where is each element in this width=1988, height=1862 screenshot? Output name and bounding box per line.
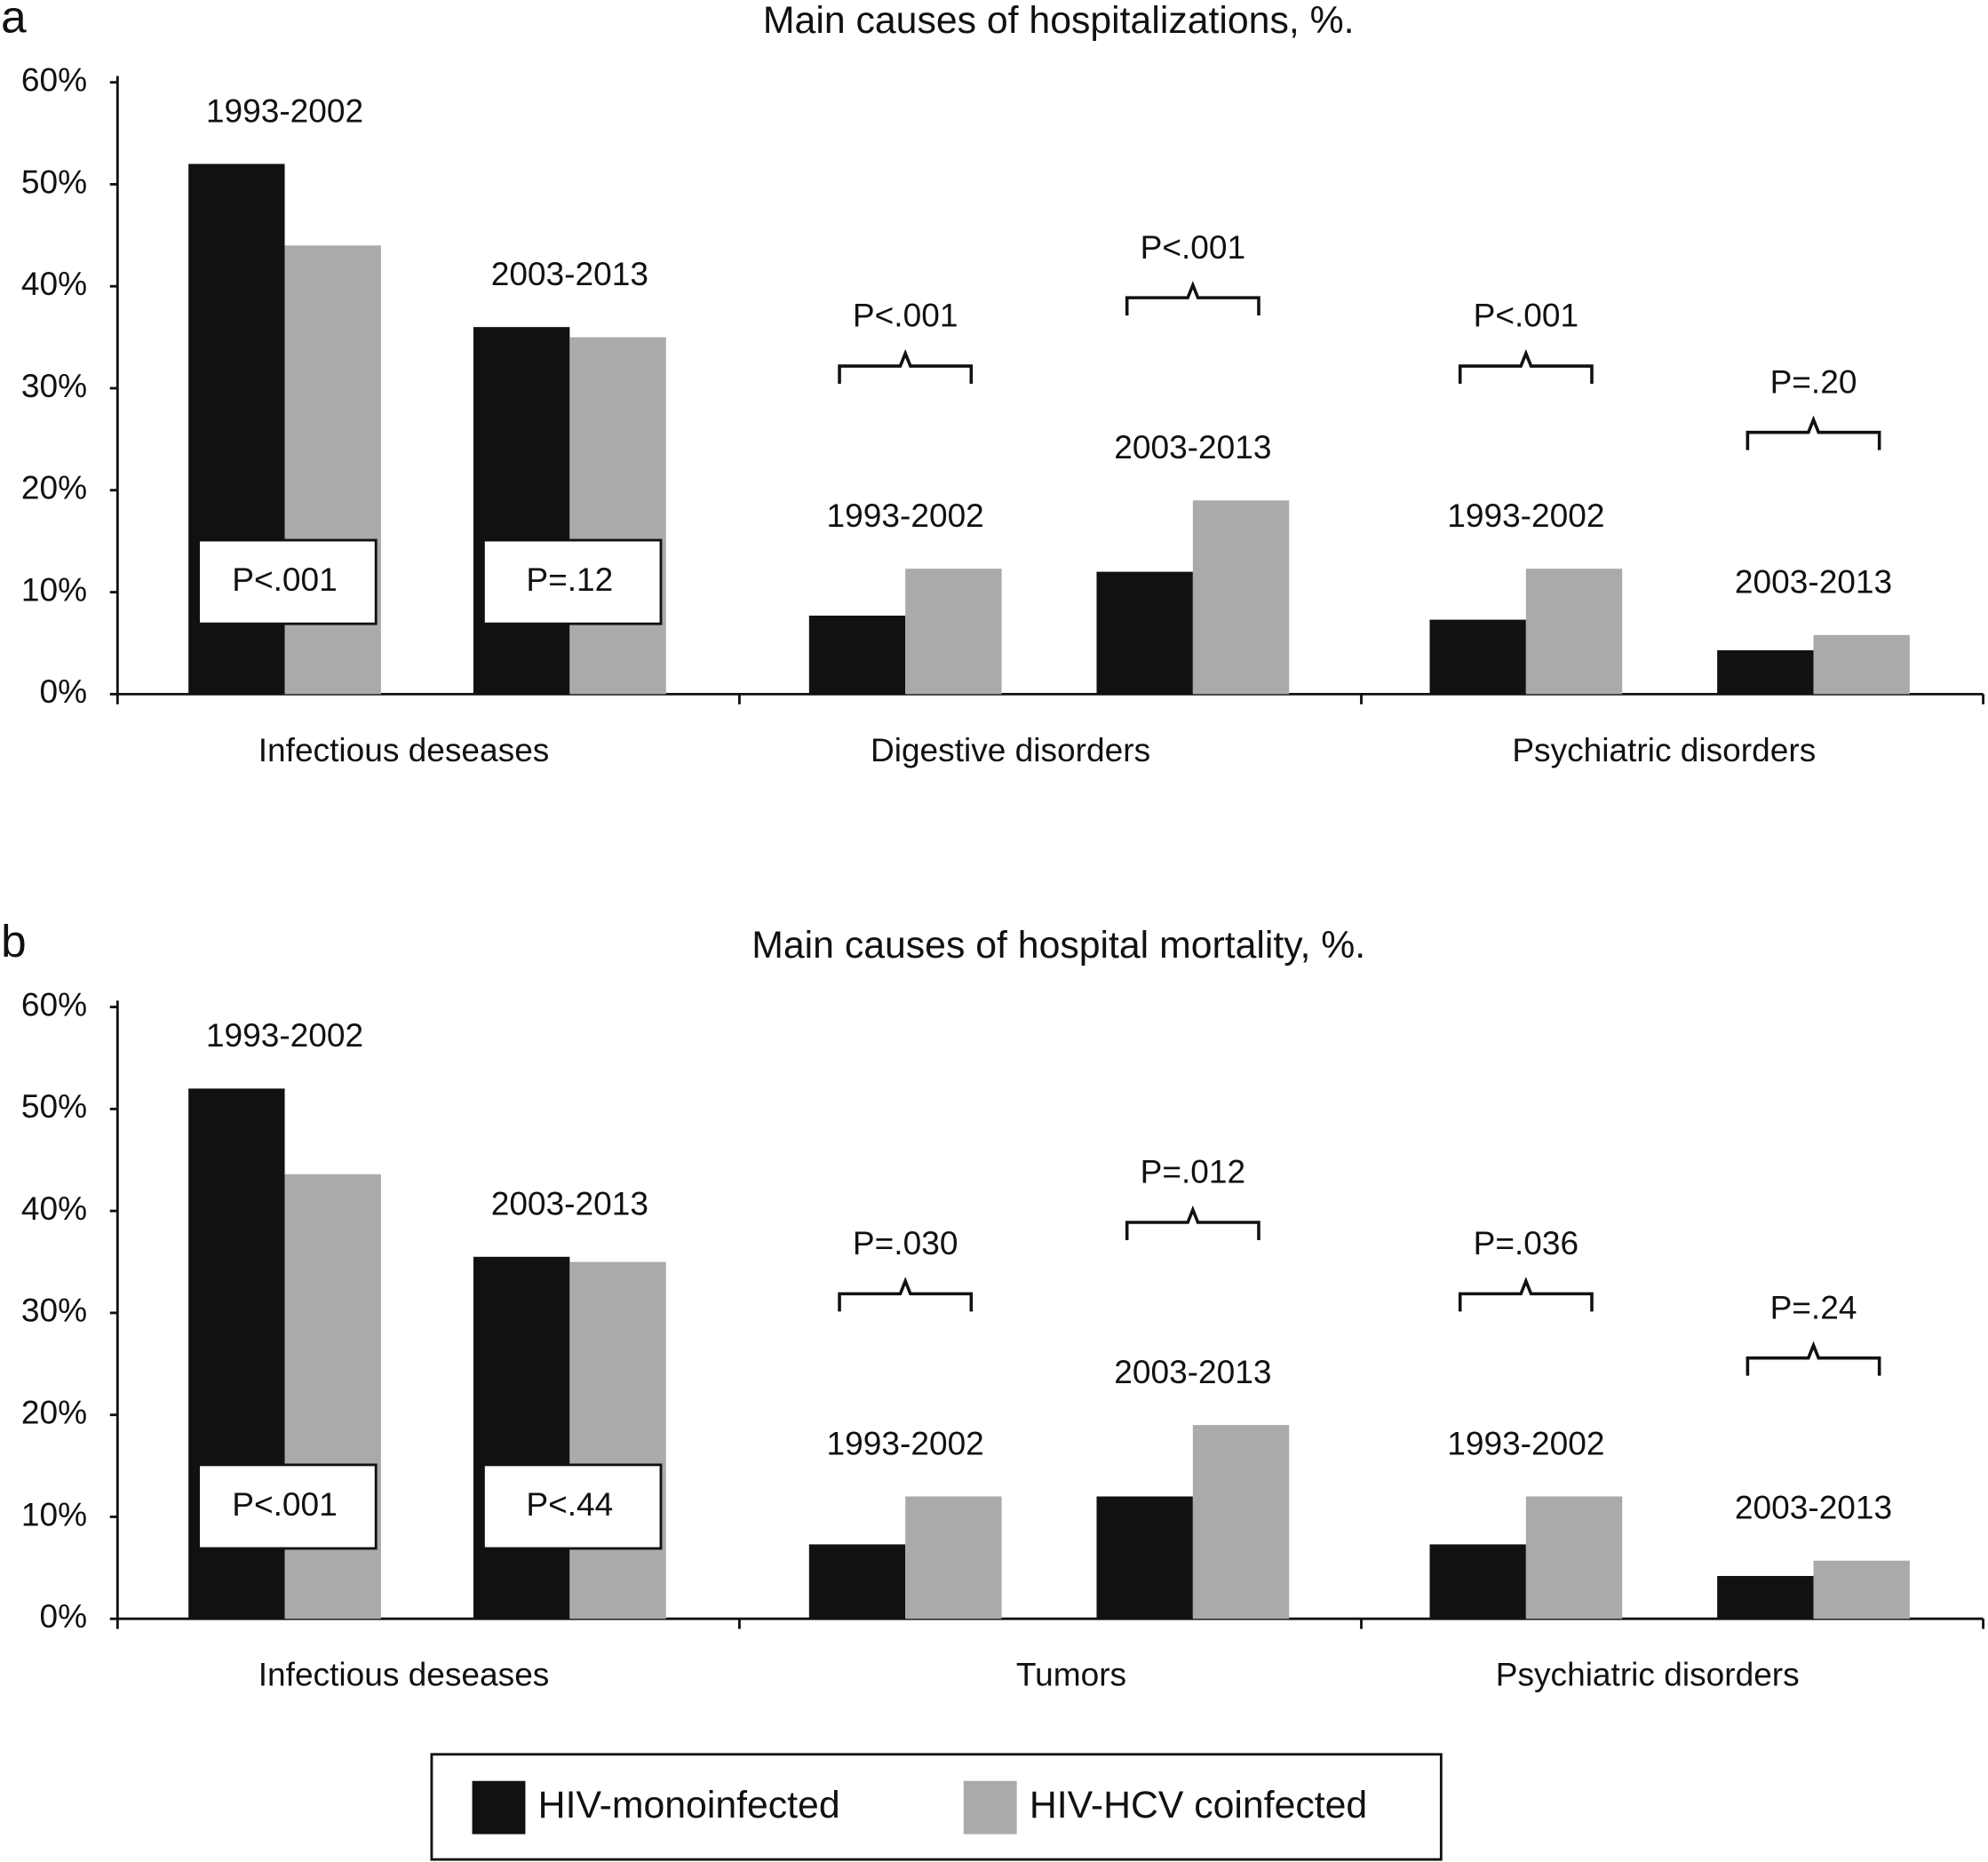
y-tick-label: 0% [40,1597,88,1635]
p-value-bracket [1458,348,1594,385]
p-value: P<.44 [526,1485,613,1523]
p-value: P=.036 [1474,1224,1579,1261]
panel-label: b [1,916,27,967]
y-tick-label: 0% [40,672,88,710]
y-tick-label: 10% [21,570,87,608]
period-label: 2003-2013 [1114,428,1271,466]
bar [808,615,906,695]
bar [1096,1496,1193,1619]
period-label: 1993-2002 [206,92,363,129]
p-value: P<.001 [853,297,958,334]
y-tick-label: 30% [21,367,87,404]
p-value-bracket [1125,1205,1260,1240]
p-value: P<.001 [1141,228,1246,266]
x-category-label: Psychiatric disorders [1496,1656,1800,1693]
p-value: P=.20 [1770,362,1857,400]
y-tick-label: 30% [21,1292,87,1329]
period-label: 1993-2002 [206,1016,363,1054]
bar [284,1174,381,1619]
period-label: 1993-2002 [1447,1424,1604,1461]
legend-swatch [472,1780,526,1834]
chart-title: Main causes of hospitalizations, %. [763,0,1355,42]
bar [808,1544,906,1619]
panel-label: a [1,0,27,42]
period-label: 2003-2013 [1735,1489,1892,1526]
legend-swatch [963,1780,1017,1834]
bar [284,245,381,695]
y-tick-label: 20% [21,469,87,506]
bar [1717,1576,1814,1619]
bar [905,1496,1002,1619]
bar [1813,1560,1910,1619]
bar [473,1256,570,1619]
y-tick-label: 60% [21,60,87,98]
bar [1525,1496,1623,1619]
y-tick-label: 50% [21,1087,87,1125]
period-label: 1993-2002 [827,1424,984,1461]
p-value: P=.24 [1770,1288,1857,1325]
x-category-label: Infectious deseases [258,731,550,768]
legend-label: HIV-monoinfected [538,1784,840,1826]
period-label: 2003-2013 [491,255,648,292]
p-value: P<.001 [232,1485,338,1523]
period-label: 1993-2002 [827,497,984,534]
p-value-box [481,538,663,625]
p-value: P<.001 [232,561,338,598]
bar [1717,650,1814,695]
p-value-box [481,1463,663,1550]
period-label: 2003-2013 [491,1185,648,1222]
x-category-label: Tumors [1016,1656,1126,1693]
p-value: P=.030 [853,1224,958,1261]
p-value-bracket [838,1277,974,1312]
bar [1192,1425,1290,1619]
p-value-bracket [1745,415,1881,450]
p-value-bracket [1125,281,1260,316]
bar [1813,634,1910,695]
legend-label: HIV-HCV coinfected [1030,1784,1367,1826]
bar [905,569,1002,695]
bar [1192,500,1290,695]
y-tick-label: 60% [21,985,87,1023]
x-category-label: Digestive disorders [871,731,1150,768]
bar [1525,569,1623,695]
y-tick-label: 40% [21,265,87,302]
y-tick-label: 40% [21,1190,87,1227]
period-label: 1993-2002 [1447,497,1604,534]
p-value-box [197,1463,378,1550]
bar [569,1261,666,1619]
bar [1429,619,1526,695]
x-category-label: Infectious deseases [258,1656,550,1693]
y-tick-label: 50% [21,163,87,200]
period-label: 2003-2013 [1114,1353,1271,1390]
p-value-bracket [1745,1341,1881,1376]
x-category-label: Psychiatric disorders [1512,731,1816,768]
p-value: P=.012 [1141,1153,1246,1190]
p-value-bracket [1458,1277,1594,1312]
y-tick-label: 10% [21,1495,87,1532]
p-value-box [197,538,378,625]
y-tick-label: 20% [21,1393,87,1430]
p-value: P=.12 [526,561,613,598]
legend-box [430,1753,1443,1861]
p-value: P<.001 [1474,297,1579,334]
bar [1429,1544,1526,1619]
bar [473,327,570,695]
chart-title: Main causes of hospital mortality, %. [751,924,1365,967]
p-value-bracket [838,348,974,385]
bar [569,337,666,695]
bar [1096,571,1193,695]
period-label: 2003-2013 [1735,563,1892,601]
